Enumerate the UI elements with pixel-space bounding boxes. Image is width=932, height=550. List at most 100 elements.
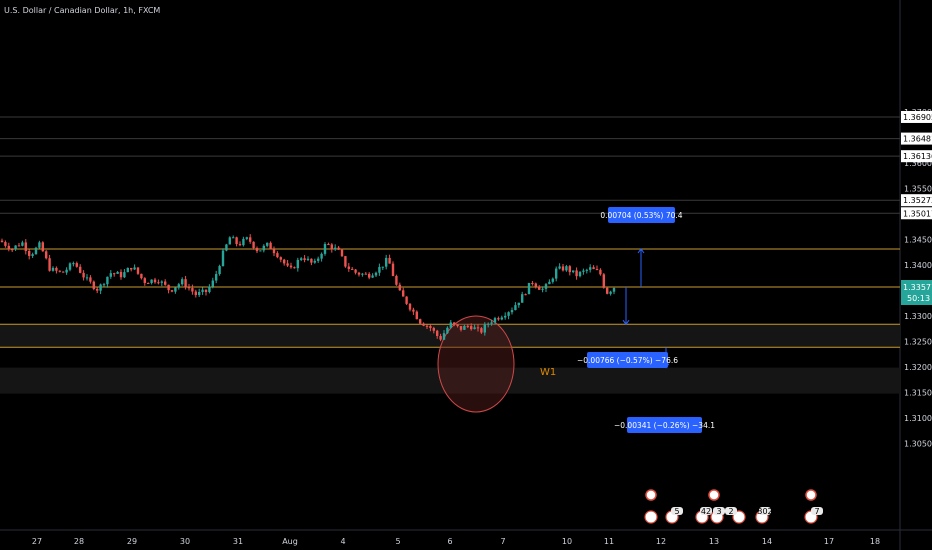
candle-body [147,282,150,284]
y-tick-label: 1.36000 [904,159,932,168]
candle-body [351,268,354,270]
candle-body [510,310,514,313]
candle-body [497,318,500,320]
measure-label-box [627,417,702,433]
candle-body [415,311,418,320]
x-tick-label: 18 [870,537,880,546]
candle-body [225,244,228,251]
candle-body [116,271,119,274]
candle-body [4,242,7,246]
candle-body [327,243,330,245]
candle-body [82,272,85,278]
candle-body [408,303,412,310]
candle-body [320,253,323,259]
candle-body [17,245,21,247]
candle-body [266,242,269,246]
measure-arrowhead [622,319,630,326]
event-count-label: 302 [757,507,772,516]
x-tick-label: 13 [709,537,719,546]
candle-body [606,287,609,294]
y-tick-label: 1.31500 [904,389,932,398]
candle-body [126,267,129,273]
candle-body [65,269,68,273]
highlight-circle [437,315,515,413]
candle-body [96,288,99,291]
event-count-label: 42 [701,507,711,516]
candle-body [541,288,544,290]
candle-body [313,260,316,263]
candle-body [364,273,367,275]
candle-body [368,273,371,278]
level-price-tag-label: 1.36136 [903,152,932,161]
candle-body [41,242,44,252]
candle-body [463,325,466,330]
level-price-tag [901,110,932,123]
candle-body [527,282,531,295]
x-tick-label: 4 [340,537,345,546]
candle-body [24,242,27,251]
candle-body [68,263,72,270]
candle-body [269,242,272,250]
candle-body [21,242,24,246]
candle-body [609,291,612,294]
candle-body [398,284,401,291]
level-price-tag-label: 1.35273 [903,196,932,205]
candle-body [106,276,109,285]
candle-body [184,279,187,288]
event-count-badge [725,507,737,515]
candle-body [14,245,17,250]
candle-body [143,278,146,283]
candle-body [31,254,34,256]
candle-body [198,291,201,296]
candle-body [181,279,184,285]
candles [0,234,616,342]
y-tick-label: 1.34000 [904,261,932,270]
event-count-label: 5 [674,507,679,516]
candle-body [283,259,286,264]
candle-body [534,283,537,287]
candle-body [585,269,588,271]
level-price-tag [901,132,932,145]
event-count-badge [759,507,771,515]
candle-body [140,273,143,279]
candle-body [582,270,585,272]
candle-body [395,275,398,285]
candle-body [391,263,395,276]
candle-body [487,323,490,325]
candle-body [293,267,296,269]
measure-label: 0.00704 (0.53%) 70.4 [600,211,682,220]
candle-body [490,322,493,324]
candle-body [45,251,48,259]
x-tick-label: 14 [762,537,772,546]
x-tick-label: 12 [656,537,666,546]
y-tick-label: 1.32000 [904,363,932,372]
measure-label: −0.00341 (−0.26%) −34.1 [614,421,715,430]
candle-body [425,325,429,327]
event-count-badge [671,507,683,515]
candle-body [153,279,157,283]
candle-body [357,272,361,275]
x-tick-label: 31 [233,537,243,546]
candle-body [113,273,116,275]
x-tick-label: 6 [447,537,452,546]
candle-body [164,281,167,285]
candle-body [157,282,160,284]
measure-label-box [608,207,675,223]
price-axis: 1.370001.365001.360001.355001.350001.345… [901,108,932,449]
candle-body [201,289,204,292]
candle-body [429,326,432,329]
y-tick-label: 1.32500 [904,338,932,347]
candle-body [449,322,452,328]
candle-body [303,258,306,261]
candle-body [34,247,38,255]
x-tick-label: 17 [824,537,834,546]
current-price-label: 1.33571 [903,283,932,292]
candle-body [62,271,65,273]
candle-body [11,249,14,251]
candle-body [565,266,568,271]
candle-body [89,277,92,282]
candle-body [476,327,480,329]
event-count-badge [700,507,712,515]
